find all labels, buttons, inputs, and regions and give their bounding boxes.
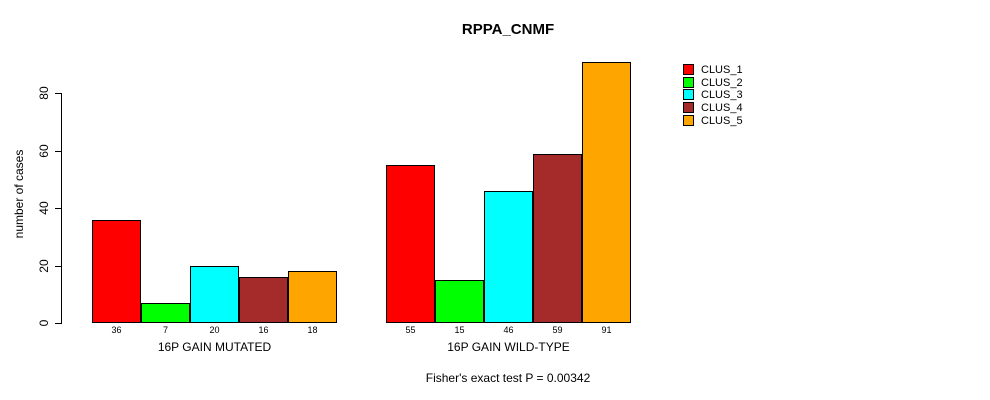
- chart-title: RPPA_CNMF: [461, 21, 555, 38]
- bar-value-label: 16: [258, 325, 269, 335]
- legend-item-label: CLUS_5: [701, 115, 743, 127]
- y-axis-tick: [55, 93, 62, 95]
- bar-clus_5: [288, 271, 337, 323]
- y-axis-tick: [55, 265, 62, 267]
- y-axis-tick-label: 40: [37, 201, 51, 215]
- y-axis-tick-label: 0: [37, 319, 51, 327]
- y-axis-label: number of cases: [12, 149, 26, 239]
- y-axis-tick: [55, 150, 62, 152]
- bar-value-label: 7: [162, 325, 169, 335]
- bar-value-label: 18: [307, 325, 318, 335]
- legend-item-label: CLUS_1: [701, 64, 743, 76]
- legend-item-label: CLUS_4: [701, 102, 743, 114]
- legend-swatch: [683, 77, 694, 88]
- bar-value-label: 59: [552, 325, 563, 335]
- y-axis-tick-label: 20: [37, 258, 51, 273]
- bar-value-label: 91: [601, 325, 612, 335]
- fisher-test-annotation: Fisher's exact test P = 0.00342: [425, 371, 591, 385]
- y-axis-line: [61, 93, 62, 323]
- y-axis-tick: [55, 323, 62, 324]
- bar-value-label: 36: [111, 325, 122, 335]
- bar-value-label: 20: [209, 325, 220, 335]
- bar-clus_1: [386, 165, 435, 323]
- legend-swatch: [683, 89, 694, 100]
- bar-clus_3: [190, 266, 239, 323]
- bar-clus_3: [484, 191, 533, 323]
- group-label: 16P GAIN MUTATED: [157, 340, 272, 354]
- bar-clus_2: [435, 280, 484, 323]
- bar-clus_4: [533, 154, 582, 323]
- bar-value-label: 15: [454, 325, 465, 335]
- legend-swatch: [683, 64, 694, 75]
- legend-item-label: CLUS_2: [701, 77, 743, 89]
- bar-value-label: 55: [405, 325, 416, 335]
- bar-clus_4: [239, 277, 288, 323]
- legend-swatch: [683, 102, 694, 113]
- bar-clus_2: [141, 303, 190, 323]
- legend-swatch: [683, 115, 694, 126]
- bar-clus_1: [92, 220, 141, 323]
- bar-clus_5: [582, 62, 631, 323]
- y-axis-tick-label: 60: [37, 144, 51, 158]
- y-axis-tick: [55, 208, 62, 210]
- group-label: 16P GAIN WILD-TYPE: [447, 340, 570, 354]
- legend-item-label: CLUS_3: [701, 89, 743, 101]
- y-axis-tick-label: 80: [37, 86, 51, 101]
- bar-value-label: 46: [503, 325, 514, 335]
